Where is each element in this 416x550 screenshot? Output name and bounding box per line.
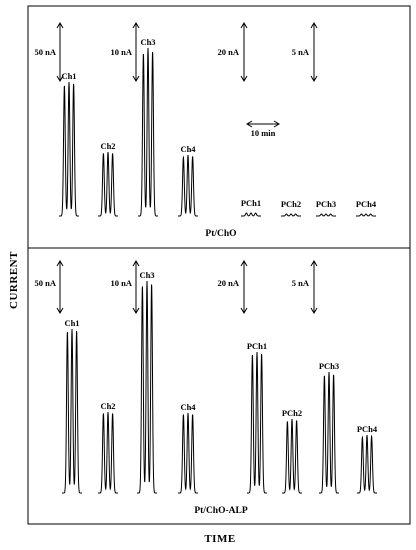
x-axis-label: TIME <box>204 533 235 545</box>
panel-2-scale-bar-10na-arrow-down <box>132 307 140 314</box>
peak-trace-pch2 <box>282 418 302 494</box>
peak-trace-ch3 <box>137 280 157 494</box>
panel-2-scale-bar-20na: 20 nA <box>218 260 248 314</box>
panel-pt-cho: Pt/ChO 50 nA 10 nA 20 nA 5 nA <box>35 22 377 239</box>
panel-2-scale-bar-5na-arrow-down <box>310 307 318 314</box>
panel-1-traces <box>59 47 376 217</box>
panel-2-scale-bar-50na-arrow-down <box>56 307 64 314</box>
peak-label-ch3: Ch3 <box>139 270 154 280</box>
panel-1-scale-bar-10na: 10 nA <box>111 22 140 82</box>
peak-trace-ch3 <box>138 47 158 217</box>
panel-2-scale-bar-50na: 50 nA <box>35 260 64 314</box>
panel-1-scale-bar-20na-arrow-down <box>240 75 248 82</box>
peak-trace-pch3 <box>316 213 336 217</box>
figure-frame <box>27 5 411 525</box>
peak-label-ch2: Ch2 <box>100 401 115 411</box>
peak-label-pch3: PCh3 <box>316 199 336 209</box>
panel-1-scale-bar-10na-arrow-up <box>132 22 140 29</box>
peak-label-ch4: Ch4 <box>180 144 196 154</box>
time-scale-bar-label: 10 min <box>251 128 276 138</box>
peak-label-pch4: PCh4 <box>356 199 377 209</box>
panel-2-scale-label-10na: 10 nA <box>111 278 133 288</box>
peak-label-pch3: PCh3 <box>319 361 339 371</box>
panel-2-traces <box>62 280 377 494</box>
panel-1-peak-labels: Ch1 Ch2 Ch3 Ch4 PCh1 PCh2 PCh3 PCh4 <box>61 37 376 209</box>
time-scale-bar: 10 min <box>246 120 280 138</box>
panel-2-scale-label-20na: 20 nA <box>218 278 240 288</box>
peak-label-pch2: PCh2 <box>282 408 302 418</box>
panel-2-scale-bar-20na-arrow-up <box>240 260 248 267</box>
peak-label-pch4: PCh4 <box>357 424 378 434</box>
panel-2-peak-labels: Ch1 Ch2 Ch3 Ch4 PCh1 PCh2 PCh3 PCh4 <box>64 270 377 434</box>
panel-1-scale-bar-5na: 5 nA <box>292 22 318 82</box>
panel-1-scale-bar-5na-arrow-up <box>310 22 318 29</box>
peak-trace-pch1 <box>241 212 261 217</box>
peak-label-ch2: Ch2 <box>100 141 115 151</box>
peak-trace-pch4 <box>357 434 377 494</box>
panel-2-caption: Pt/ChO-ALP <box>194 506 248 516</box>
panel-pt-cho-alp: Pt/ChO-ALP 50 nA 10 nA 20 nA 5 nA Ch1 Ch2… <box>35 260 378 516</box>
panel-2-scale-label-50na: 50 nA <box>35 278 57 288</box>
peak-trace-ch4 <box>178 412 198 494</box>
peak-trace-ch2 <box>98 151 118 217</box>
panel-1-scale-bar-50na-arrow-up <box>56 22 64 29</box>
peak-label-ch3: Ch3 <box>140 37 155 47</box>
time-scale-bar-arrow-left <box>246 120 253 128</box>
peak-trace-pch1 <box>247 351 267 494</box>
peak-trace-ch1 <box>62 328 82 494</box>
panel-2-scale-bar-50na-arrow-up <box>56 260 64 267</box>
panel-2-scale-bar-5na-arrow-up <box>310 260 318 267</box>
peak-trace-pch4 <box>356 213 376 217</box>
y-axis-label: CURRENT <box>8 251 20 309</box>
panel-1-scale-bar-20na: 20 nA <box>218 22 248 82</box>
peak-label-pch2: PCh2 <box>281 199 301 209</box>
peak-trace-pch3 <box>319 371 339 494</box>
panel-1-scale-bar-50na-arrow-down <box>56 75 64 82</box>
panel-1-scale-bar-50na: 50 nA <box>35 22 64 82</box>
panel-2-scale-bar-10na: 10 nA <box>111 260 140 314</box>
peak-label-ch1: Ch1 <box>64 318 79 328</box>
peak-label-ch4: Ch4 <box>180 402 196 412</box>
panel-1-scale-label-10na: 10 nA <box>111 47 133 57</box>
peak-trace-ch1 <box>59 81 79 217</box>
panel-1-scale-bar-20na-arrow-up <box>240 22 248 29</box>
panel-1-scale-bar-5na-arrow-down <box>310 75 318 82</box>
peak-trace-ch4 <box>178 154 198 217</box>
peak-trace-pch2 <box>281 213 301 217</box>
peak-label-pch1: PCh1 <box>241 198 261 208</box>
peak-label-ch1: Ch1 <box>61 71 76 81</box>
time-scale-bar-arrow-right <box>273 120 280 128</box>
panel-1-scale-label-50na: 50 nA <box>35 47 57 57</box>
panel-2-scale-bar-5na: 5 nA <box>292 260 318 314</box>
peak-trace-ch2 <box>98 411 118 494</box>
panel-2-scale-label-5na: 5 nA <box>292 278 310 288</box>
peak-label-pch1: PCh1 <box>247 341 267 351</box>
panel-1-caption: Pt/ChO <box>205 229 236 239</box>
panel-1-scale-label-5na: 5 nA <box>292 47 310 57</box>
panel-2-scale-bar-20na-arrow-down <box>240 307 248 314</box>
panel-1-scale-bar-10na-arrow-down <box>132 75 140 82</box>
panel-1-scale-label-20na: 20 nA <box>218 47 240 57</box>
panel-2-scale-bar-10na-arrow-up <box>132 260 140 267</box>
